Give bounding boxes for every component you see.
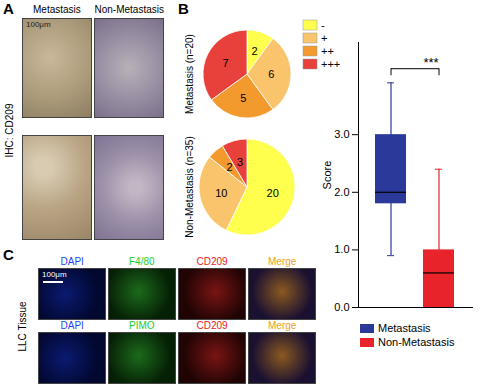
svg-text:***: *** bbox=[423, 55, 438, 70]
html-text:100μm: 100μm bbox=[26, 20, 51, 29]
svg-text:6: 6 bbox=[268, 68, 274, 80]
html-text:B: B bbox=[178, 0, 189, 17]
html-text:Metastasis: Metastasis bbox=[33, 4, 81, 15]
svg-text:-: - bbox=[321, 19, 325, 31]
svg-text:5: 5 bbox=[240, 92, 246, 104]
svg-text:+++: +++ bbox=[321, 58, 340, 70]
html-text:CD209: CD209 bbox=[196, 320, 228, 331]
svg-text:20: 20 bbox=[267, 187, 279, 199]
svg-text:2: 2 bbox=[227, 161, 233, 173]
html-text:100μm: 100μm bbox=[42, 270, 67, 279]
svg-text:++: ++ bbox=[321, 45, 334, 57]
svg-text:+: + bbox=[321, 32, 327, 44]
svg-text:Non-Metastasis (n=35): Non-Metastasis (n=35) bbox=[185, 136, 195, 237]
svg-text:0.0: 0.0 bbox=[334, 301, 349, 313]
html-text:Non-Metastasis: Non-Metastasis bbox=[378, 336, 455, 348]
svg-text:2: 2 bbox=[251, 45, 257, 57]
html-text:DAPI: DAPI bbox=[60, 320, 84, 331]
html-text:C: C bbox=[3, 246, 14, 263]
html-text:LLC Tissue: LLC Tissue bbox=[16, 301, 28, 351]
svg-text:2.0: 2.0 bbox=[334, 186, 349, 198]
html-text:IHC: CD209: IHC: CD209 bbox=[4, 103, 16, 157]
svg-text:3: 3 bbox=[237, 156, 243, 168]
html-text:CD209: CD209 bbox=[196, 256, 228, 267]
svg-text:Score: Score bbox=[321, 161, 333, 190]
html-text:F4/80: F4/80 bbox=[129, 256, 155, 267]
html-text:DAPI: DAPI bbox=[60, 256, 84, 267]
svg-text:7: 7 bbox=[222, 57, 228, 69]
html-text:Non-Metastasis: Non-Metastasis bbox=[94, 4, 164, 15]
html-text:Merge: Merge bbox=[268, 320, 297, 331]
html-text:PIMO: PIMO bbox=[129, 320, 155, 331]
html-text:A: A bbox=[3, 0, 14, 17]
svg-text:10: 10 bbox=[215, 187, 227, 199]
html-text:Metastasis: Metastasis bbox=[378, 322, 431, 334]
svg-text:Metastasis (n=20): Metastasis (n=20) bbox=[185, 34, 195, 114]
svg-text:3.0: 3.0 bbox=[334, 128, 349, 140]
html-text:Merge: Merge bbox=[268, 256, 297, 267]
svg-text:1.0: 1.0 bbox=[334, 243, 349, 255]
